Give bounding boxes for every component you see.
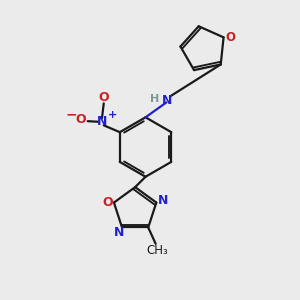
Text: CH₃: CH₃ bbox=[146, 244, 168, 257]
Text: N: N bbox=[158, 194, 168, 207]
Text: N: N bbox=[114, 226, 124, 239]
Text: +: + bbox=[108, 110, 117, 120]
Text: H: H bbox=[150, 94, 160, 104]
Text: O: O bbox=[98, 91, 109, 104]
Text: −: − bbox=[66, 108, 77, 122]
Text: O: O bbox=[225, 31, 235, 44]
Text: O: O bbox=[103, 196, 113, 209]
Text: N: N bbox=[97, 115, 107, 128]
Text: O: O bbox=[75, 113, 86, 126]
Text: N: N bbox=[162, 94, 172, 107]
